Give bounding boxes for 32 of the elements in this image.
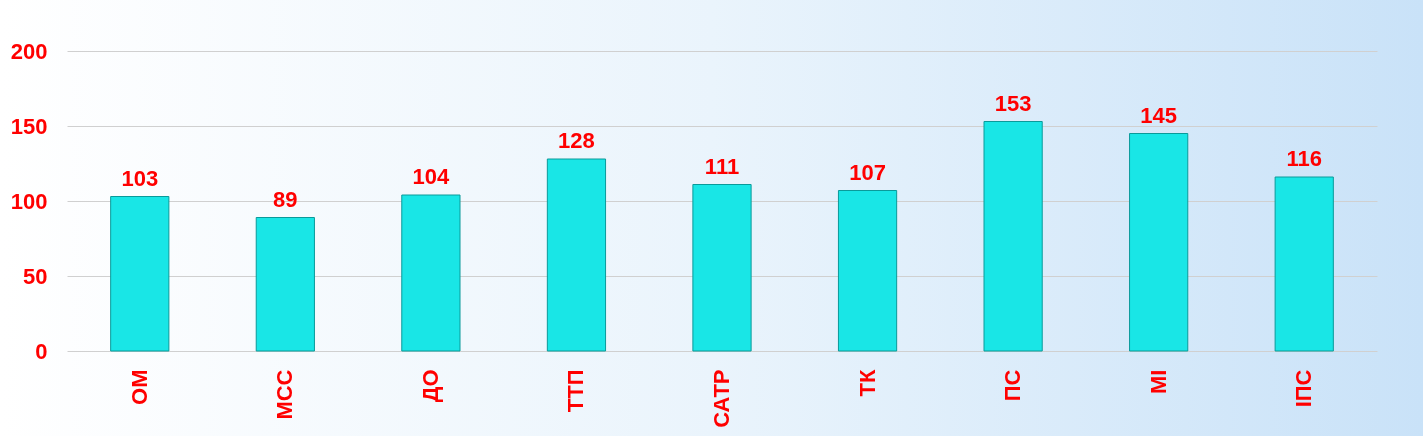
y-tick-label: 150 [10,113,48,139]
x-tick-label: ІПС [1291,369,1317,408]
y-tick-label: 100 [10,188,48,214]
bar [1129,133,1189,352]
y-tick-label: 50 [23,263,48,289]
data-label: 116 [1286,146,1322,171]
bar [692,184,752,352]
y-tick-label: 0 [35,338,48,364]
data-label: 128 [558,128,595,153]
x-tick-label: ТК [854,368,880,397]
x-tick-label: ОМ [126,369,152,405]
data-label: 104 [412,164,450,189]
bar [255,217,315,352]
bar [837,190,898,352]
x-tick-label: САТР [709,369,734,428]
bar [1274,176,1334,352]
bar [401,194,461,352]
x-tick-label: МСС [272,369,298,420]
x-tick-label: МІ [1145,369,1171,394]
data-label: 111 [704,153,740,179]
data-label: 145 [1140,102,1178,128]
data-label: 103 [121,165,159,191]
bar [110,196,170,352]
x-tick-label: ДО [417,369,443,403]
y-tick-label: 200 [10,38,48,64]
x-tick-label: ТТП [563,369,589,413]
bar [983,121,1043,352]
x-tick-label: ПС [1000,369,1026,402]
data-label: 153 [994,90,1032,116]
data-label: 107 [849,159,886,185]
bar [546,158,607,352]
data-label: 89 [273,186,298,212]
